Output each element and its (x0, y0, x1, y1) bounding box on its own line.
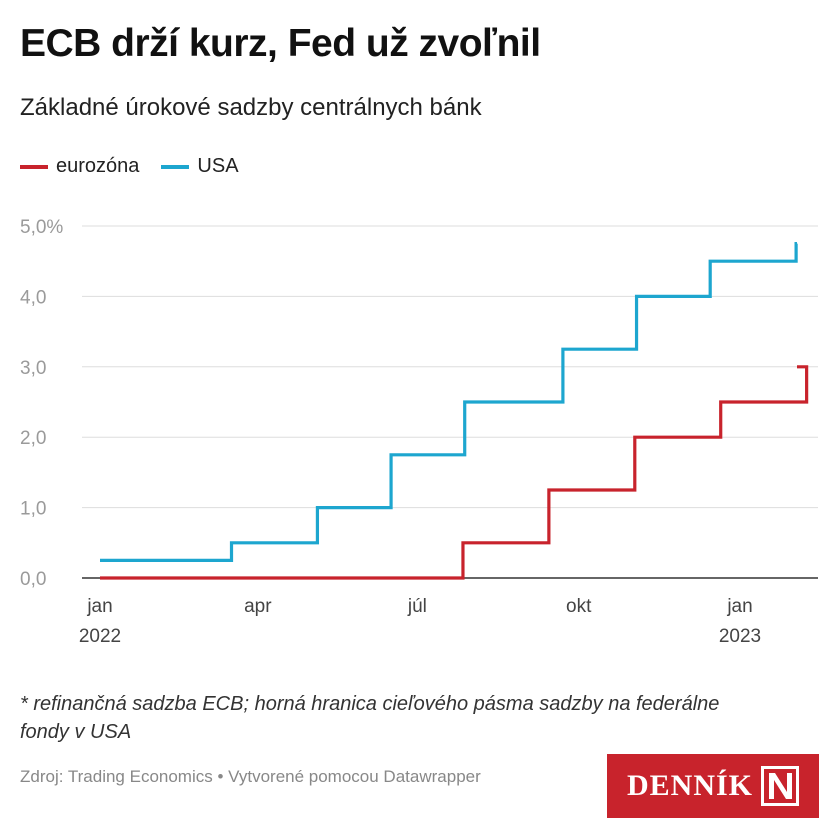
y-tick-label: 2,0 (20, 428, 46, 449)
series-line-eurozone (100, 365, 809, 580)
legend-item-usa: USA (161, 155, 239, 178)
logo-n-icon (761, 766, 799, 806)
legend-label-eurozone: eurozóna (56, 155, 140, 177)
chart-subtitle: Základné úrokové sadzby centrálnych bánk (20, 94, 482, 121)
legend-item-eurozone: eurozóna (20, 155, 139, 178)
chart-footnote: * refinančná sadzba ECB; horná hranica c… (20, 693, 720, 743)
chart-title: ECB drží kurz, Fed už zvoľnil (20, 22, 541, 65)
x-tick-label: jan (86, 596, 112, 617)
legend-swatch-usa (161, 164, 190, 169)
legend-label-usa: USA (197, 155, 239, 177)
y-tick-label: 1,0 (20, 499, 46, 520)
legend-swatch-eurozone (20, 164, 48, 169)
y-tick-label: 0,0 (20, 569, 46, 590)
x-tick-label: okt (566, 596, 592, 617)
x-tick-label: júl (407, 596, 427, 617)
y-tick-label: 5,0% (20, 217, 63, 238)
x-tick-sublabel: 2022 (79, 626, 121, 647)
y-tick-label: 4,0 (20, 287, 46, 308)
x-tick-label: jan (726, 596, 752, 617)
dennik-n-logo: DENNÍK (607, 754, 819, 818)
logo-wordmark: DENNÍK (626, 769, 753, 802)
chart-source: Zdroj: Trading Economics • Vytvorené pom… (20, 767, 481, 786)
y-tick-label: 3,0 (20, 358, 46, 379)
chart-legend: eurozóna USA (20, 155, 261, 178)
rate-chart: 0,0 1,0 2,0 3,0 4,0 5,0% jan 2022 apr júl okt jan 20… (20, 217, 818, 647)
x-tick-label: apr (244, 596, 272, 617)
x-tick-sublabel: 2023 (719, 626, 761, 647)
series-line-usa (100, 242, 798, 562)
